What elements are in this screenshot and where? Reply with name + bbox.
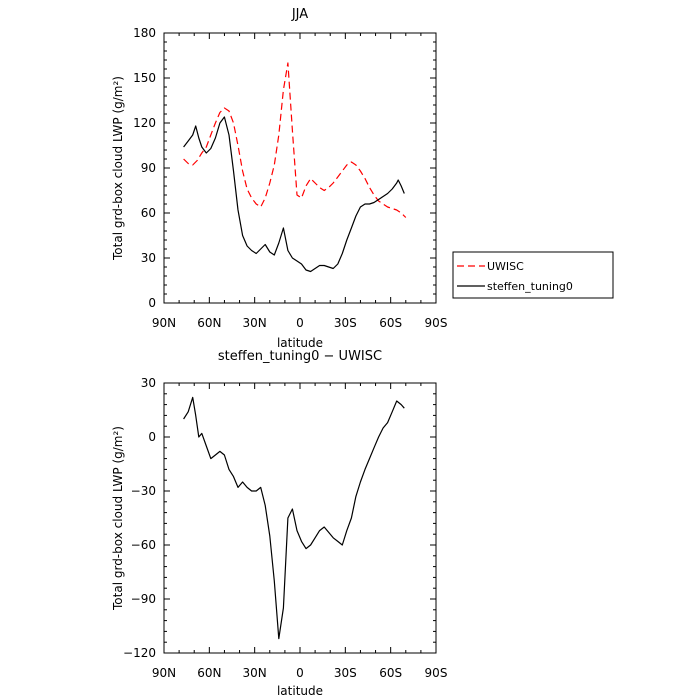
x-axis-label: latitude <box>277 336 323 350</box>
chart-title: JJA <box>291 7 308 22</box>
legend-box <box>452 251 614 299</box>
y-tick-label: 30 <box>141 376 156 390</box>
series-line-steffen-tuning0 <box>183 116 405 273</box>
legend: UWISC steffen_tuning0 <box>452 251 614 299</box>
x-tick-label: 90N <box>152 316 176 330</box>
x-tick-label: 60S <box>379 316 402 330</box>
plot-frame <box>163 382 437 654</box>
x-tick-label: 90S <box>425 316 448 330</box>
y-tick-label: −60 <box>131 538 156 552</box>
x-tick-label: 90N <box>152 666 176 680</box>
y-tick-label: 60 <box>141 206 156 220</box>
y-tick-label: −90 <box>131 592 156 606</box>
series-line-uwisc <box>183 62 407 218</box>
chart-panel-1: 0 30 60 90 120 150 180 90N 60N 30N 0 30S 60S 90S JJA la… <box>111 7 614 350</box>
y-axis-label: Total grd-box cloud LWP (g/m²) <box>111 426 125 611</box>
x-tick-label: 60N <box>197 666 221 680</box>
x-tick-label: 60N <box>197 316 221 330</box>
x-tick-label: 90S <box>425 666 448 680</box>
y-tick-label: 90 <box>141 161 156 175</box>
y-tick-label: −30 <box>131 484 156 498</box>
y-tick-label: 0 <box>148 296 156 310</box>
x-tick-label: 60S <box>379 666 402 680</box>
y-tick-label: 150 <box>133 71 156 85</box>
legend-label: steffen_tuning0 <box>487 280 573 293</box>
y-tick-label: 180 <box>133 26 156 40</box>
x-tick-label: 30S <box>334 316 357 330</box>
chart-panel-2: −120 −90 −60 −30 0 30 90N 60N 30N 0 30S 60S 90S steff… <box>111 349 447 698</box>
x-tick-label: 30N <box>243 316 267 330</box>
x-tick-label: 30S <box>334 666 357 680</box>
x-tick-label: 30N <box>243 666 267 680</box>
y-tick-label: 0 <box>148 430 156 444</box>
x-axis-label: latitude <box>277 684 323 698</box>
y-tick-label: 120 <box>133 116 156 130</box>
y-tick-label: 30 <box>141 251 156 265</box>
series-line-difference <box>183 396 405 640</box>
y-axis-label: Total grd-box cloud LWP (g/m²) <box>111 76 125 261</box>
x-tick-label: 0 <box>296 666 304 680</box>
y-tick-label: −120 <box>123 646 156 660</box>
legend-label: UWISC <box>487 260 524 273</box>
x-tick-label: 0 <box>296 316 304 330</box>
chart-title: steffen_tuning0 − UWISC <box>218 349 382 364</box>
